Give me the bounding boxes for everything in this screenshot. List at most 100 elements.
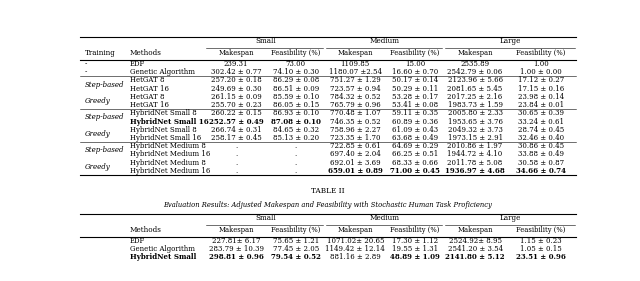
Text: Medium: Medium [370,37,400,45]
Text: .: . [294,142,297,150]
Text: 34.66 ± 0.74: 34.66 ± 0.74 [516,167,566,175]
Text: Greedy: Greedy [85,163,111,171]
Text: HybridNet Small 16: HybridNet Small 16 [129,134,201,142]
Text: 258.17 ± 0.45: 258.17 ± 0.45 [211,134,262,142]
Text: 751.27 ± 1.29: 751.27 ± 1.29 [330,76,381,85]
Text: 1.15 ± 0.23: 1.15 ± 0.23 [520,237,561,245]
Text: 2049.32 ± 3.73: 2049.32 ± 3.73 [447,126,502,134]
Text: 1109.85: 1109.85 [340,60,370,68]
Text: 60.89 ± 0.36: 60.89 ± 0.36 [392,117,438,126]
Text: 17.15 ± 0.16: 17.15 ± 0.16 [518,85,564,93]
Text: 758.96 ± 2.27: 758.96 ± 2.27 [330,126,381,134]
Text: 1.00 ± 0.00: 1.00 ± 0.00 [520,68,562,76]
Text: HetGAT 8: HetGAT 8 [129,93,164,101]
Text: Greedy: Greedy [85,97,111,105]
Text: TABLE II: TABLE II [311,187,345,195]
Text: 746.35 ± 0.52: 746.35 ± 0.52 [330,117,381,126]
Text: 33.24 ± 0.61: 33.24 ± 0.61 [518,117,564,126]
Text: Makespan: Makespan [458,226,493,234]
Text: 87.08 ± 0.10: 87.08 ± 0.10 [271,117,321,126]
Text: Makespan: Makespan [458,49,493,57]
Text: 723.35 ± 1.70: 723.35 ± 1.70 [330,134,381,142]
Text: Methods: Methods [129,226,161,234]
Text: 1953.65 ± 3.76: 1953.65 ± 3.76 [447,117,502,126]
Text: 30.58 ± 0.87: 30.58 ± 0.87 [518,159,564,167]
Text: 50.29 ± 0.11: 50.29 ± 0.11 [392,85,438,93]
Text: 86.29 ± 0.08: 86.29 ± 0.08 [273,76,319,85]
Text: Genetic Algorithm: Genetic Algorithm [129,68,195,76]
Text: .: . [235,159,237,167]
Text: 23.51 ± 0.96: 23.51 ± 0.96 [516,253,566,261]
Text: Small: Small [255,214,276,222]
Text: Feasibility (%): Feasibility (%) [516,226,566,234]
Text: 73.00: 73.00 [285,60,306,68]
Text: 1.00: 1.00 [533,60,548,68]
Text: 28.74 ± 0.45: 28.74 ± 0.45 [518,126,564,134]
Text: Feasibility (%): Feasibility (%) [516,49,566,57]
Text: 64.69 ± 0.29: 64.69 ± 0.29 [392,142,438,150]
Text: 59.11 ± 0.35: 59.11 ± 0.35 [392,109,438,117]
Text: 266.74 ± 0.31: 266.74 ± 0.31 [211,126,262,134]
Text: 17.30 ± 1.12: 17.30 ± 1.12 [392,237,438,245]
Text: Makespan: Makespan [218,49,254,57]
Text: 15.00: 15.00 [404,60,425,68]
Text: 74.10 ± 0.30: 74.10 ± 0.30 [273,68,319,76]
Text: 77.45 ± 2.05: 77.45 ± 2.05 [273,245,319,253]
Text: 86.93 ± 0.10: 86.93 ± 0.10 [273,109,319,117]
Text: -: - [85,68,87,76]
Text: Step-based: Step-based [85,81,124,89]
Text: 61.09 ± 0.43: 61.09 ± 0.43 [392,126,438,134]
Text: HybridNet Medium 16: HybridNet Medium 16 [129,167,210,175]
Text: 86.51 ± 0.09: 86.51 ± 0.09 [273,85,319,93]
Text: 2141.80 ± 5.12: 2141.80 ± 5.12 [445,253,505,261]
Text: 2123.96 ± 5.66: 2123.96 ± 5.66 [447,76,502,85]
Text: Training: Training [85,49,116,57]
Text: 86.05 ± 0.15: 86.05 ± 0.15 [273,101,319,109]
Text: 30.65 ± 0.39: 30.65 ± 0.39 [518,109,564,117]
Text: 298.81 ± 0.96: 298.81 ± 0.96 [209,253,264,261]
Text: 692.01 ± 3.69: 692.01 ± 3.69 [330,159,381,167]
Text: Makespan: Makespan [337,49,373,57]
Text: 33.88 ± 0.49: 33.88 ± 0.49 [518,150,564,158]
Text: 257.20 ± 0.18: 257.20 ± 0.18 [211,76,262,85]
Text: 723.57 ± 0.94: 723.57 ± 0.94 [330,85,381,93]
Text: Small: Small [255,37,276,45]
Text: Step-based: Step-based [85,146,124,154]
Text: .: . [294,167,297,175]
Text: 19.55 ± 1.31: 19.55 ± 1.31 [392,245,438,253]
Text: Feasibility (%): Feasibility (%) [271,49,321,57]
Text: EDF: EDF [129,60,145,68]
Text: Feasibility (%): Feasibility (%) [390,49,440,57]
Text: 1.05 ± 0.15: 1.05 ± 0.15 [520,245,562,253]
Text: HybridNet Medium 16: HybridNet Medium 16 [129,150,210,158]
Text: 23.84 ± 0.01: 23.84 ± 0.01 [518,101,564,109]
Text: 23.98 ± 0.14: 23.98 ± 0.14 [518,93,564,101]
Text: 1983.73 ± 1.59: 1983.73 ± 1.59 [447,101,502,109]
Text: Step-based: Step-based [85,114,124,121]
Text: 2017.25 ± 2.16: 2017.25 ± 2.16 [447,93,502,101]
Text: 2524.92± 8.95: 2524.92± 8.95 [449,237,502,245]
Text: HetGAT 16: HetGAT 16 [129,85,168,93]
Text: 659.01 ± 0.89: 659.01 ± 0.89 [328,167,383,175]
Text: 16.60 ± 0.70: 16.60 ± 0.70 [392,68,438,76]
Text: 260.22 ± 0.15: 260.22 ± 0.15 [211,109,262,117]
Text: 283.79 ± 10.39: 283.79 ± 10.39 [209,245,264,253]
Text: Feasibility (%): Feasibility (%) [271,226,321,234]
Text: 2011.78 ± 5.08: 2011.78 ± 5.08 [447,159,502,167]
Text: 2535.89: 2535.89 [461,60,490,68]
Text: 2541.20 ± 3.54: 2541.20 ± 3.54 [447,245,502,253]
Text: 75.65 ± 1.21: 75.65 ± 1.21 [273,237,319,245]
Text: .: . [235,150,237,158]
Text: Makespan: Makespan [337,226,373,234]
Text: 249.69 ± 0.30: 249.69 ± 0.30 [211,85,262,93]
Text: -: - [85,60,87,68]
Text: 881.16 ± 2.89: 881.16 ± 2.89 [330,253,381,261]
Text: 30.86 ± 0.45: 30.86 ± 0.45 [518,142,564,150]
Text: HybridNet Medium 8: HybridNet Medium 8 [129,159,205,167]
Text: 2542.79 ± 0.06: 2542.79 ± 0.06 [447,68,502,76]
Text: 85.13 ± 0.20: 85.13 ± 0.20 [273,134,319,142]
Text: HybridNet Small 16: HybridNet Small 16 [129,117,209,126]
Text: 48.89 ± 1.09: 48.89 ± 1.09 [390,253,440,261]
Text: 32.46 ± 0.40: 32.46 ± 0.40 [518,134,564,142]
Text: 1944.72 ± 4.10: 1944.72 ± 4.10 [447,150,502,158]
